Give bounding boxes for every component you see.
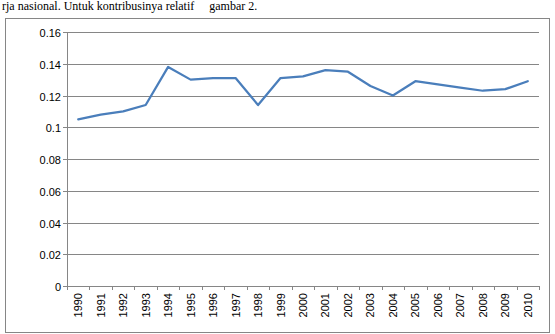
x-tick-label: 2008 [477, 293, 489, 317]
y-tick-label: 0.02 [40, 249, 61, 261]
grid-line [67, 64, 539, 65]
x-tick-label: 1999 [275, 293, 287, 317]
y-tick [63, 223, 67, 224]
x-tick [337, 286, 338, 290]
y-tick [63, 191, 67, 192]
y-tick-label: 0.16 [40, 27, 61, 39]
x-tick [382, 286, 383, 290]
y-tick-label: 0.12 [40, 91, 61, 103]
grid-line [67, 96, 539, 97]
x-tick [449, 286, 450, 290]
y-tick-label: 0.08 [40, 154, 61, 166]
chart-root: rja nasional. Untuk kontribusinya relati… [0, 0, 555, 334]
x-tick [404, 286, 405, 290]
x-tick [247, 286, 248, 290]
y-tick [63, 32, 67, 33]
grid-line [67, 254, 539, 255]
x-tick-label: 2003 [364, 293, 376, 317]
x-tick [67, 286, 68, 290]
y-tick-label: 0.14 [40, 59, 61, 71]
chart-frame [6, 19, 550, 333]
x-tick [134, 286, 135, 290]
caption-text: rja nasional. Untuk kontribusinya relati… [2, 0, 257, 13]
x-tick-label: 1996 [207, 293, 219, 317]
x-tick-label: 2005 [409, 293, 421, 317]
x-tick-label: 1994 [162, 293, 174, 317]
x-tick [112, 286, 113, 290]
data-line [78, 67, 528, 119]
x-tick [292, 286, 293, 290]
x-tick-label: 2004 [387, 293, 399, 317]
chart-svg: rja nasional. Untuk kontribusinya relati… [0, 0, 555, 334]
x-tick-label: 1990 [72, 293, 84, 317]
x-tick [359, 286, 360, 290]
x-tick [224, 286, 225, 290]
y-tick [63, 127, 67, 128]
y-tick [63, 254, 67, 255]
x-tick-label: 2007 [454, 293, 466, 317]
grid-line [67, 223, 539, 224]
y-tick [63, 286, 67, 287]
x-tick-label: 1995 [185, 293, 197, 317]
x-axis [67, 286, 539, 287]
y-tick [63, 96, 67, 97]
x-tick [314, 286, 315, 290]
x-tick-label: 2010 [522, 293, 534, 317]
x-tick [517, 286, 518, 290]
x-tick [494, 286, 495, 290]
x-tick-label: 1993 [140, 293, 152, 317]
grid-line [67, 127, 539, 128]
x-tick-label: 2001 [319, 293, 331, 317]
grid-line [67, 191, 539, 192]
x-tick-label: 1991 [95, 293, 107, 317]
x-tick [472, 286, 473, 290]
x-tick-label: 2002 [342, 293, 354, 317]
x-tick-label: 1998 [252, 293, 264, 317]
grid-line [67, 286, 539, 287]
x-tick-label: 1992 [117, 293, 129, 317]
grid-line [67, 159, 539, 160]
y-axis [67, 32, 68, 286]
x-tick [427, 286, 428, 290]
x-tick-label: 2009 [499, 293, 511, 317]
y-tick-label: 0.06 [40, 186, 61, 198]
x-tick [157, 286, 158, 290]
x-tick [179, 286, 180, 290]
x-tick [539, 286, 540, 290]
x-tick-label: 1997 [230, 293, 242, 317]
x-tick-label: 2000 [297, 293, 309, 317]
y-tick-label: 0.04 [40, 218, 61, 230]
plot-area [78, 67, 528, 119]
x-tick [202, 286, 203, 290]
y-tick-label: 0.1 [46, 122, 61, 134]
y-tick [63, 64, 67, 65]
grid-line [67, 32, 539, 33]
y-tick-label: 0 [55, 281, 61, 293]
x-tick [269, 286, 270, 290]
x-tick-label: 2006 [432, 293, 444, 317]
y-tick [63, 159, 67, 160]
x-tick [89, 286, 90, 290]
